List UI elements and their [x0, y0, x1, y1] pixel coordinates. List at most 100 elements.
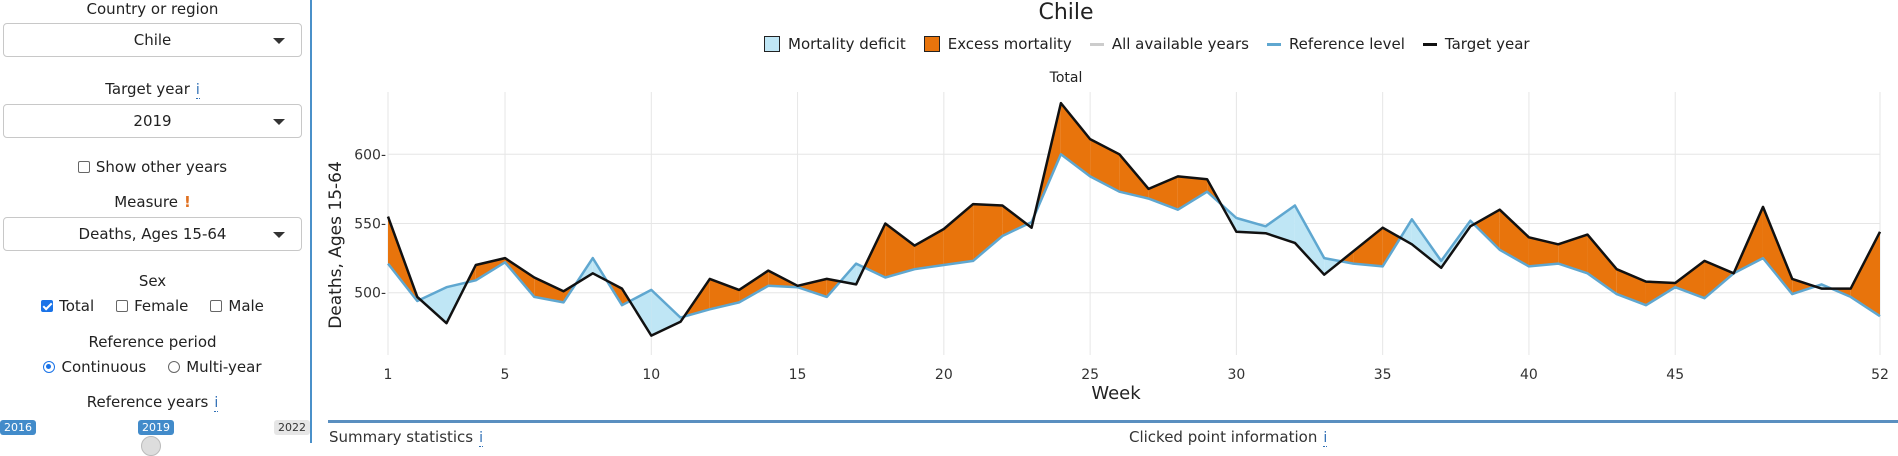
summary-statistics-header: Summary statistics i: [329, 428, 484, 447]
reference-period-options: Continuous Multi-year: [0, 358, 305, 376]
show-other-years-checkbox[interactable]: [77, 161, 90, 173]
country-select[interactable]: Chile: [3, 23, 302, 57]
x-tick-label: 40: [1520, 367, 1538, 383]
country-label: Country or region: [86, 0, 219, 18]
legend-label-all-years: All available years: [1111, 35, 1249, 53]
sex-male-checkbox[interactable]: [210, 300, 223, 312]
info-icon[interactable]: i: [1323, 430, 1328, 447]
legend-item-target[interactable]: Target year: [1422, 35, 1530, 53]
excess-area: [709, 278, 740, 310]
legend-swatch-excess: [923, 36, 940, 52]
x-tick-label: 1: [384, 367, 393, 383]
info-icon[interactable]: i: [214, 395, 219, 412]
legend-label-reference: Reference level: [1288, 35, 1405, 53]
sex-label: Sex: [138, 272, 167, 290]
info-icon[interactable]: i: [479, 430, 484, 447]
sex-female-checkbox[interactable]: [116, 300, 129, 312]
slider-min-label: 2016: [0, 420, 36, 435]
excess-area: [885, 223, 915, 278]
y-tick-label: 550-: [354, 217, 386, 233]
reference-multiyear-radio[interactable]: [168, 361, 181, 373]
chevron-down-icon: [273, 119, 285, 125]
excess-area: [1587, 234, 1617, 295]
measure-label: Measure: [114, 193, 178, 211]
target-year-select-value: 2019: [133, 112, 172, 130]
deficit-area: [629, 289, 652, 336]
clicked-point-label: Clicked point information: [1129, 428, 1318, 446]
measure-select[interactable]: Deaths, Ages 15-64: [3, 217, 302, 251]
excess-area: [1762, 206, 1793, 295]
excess-area: [1002, 205, 1028, 236]
x-tick-label: 52: [1871, 367, 1889, 383]
measure-label-row: Measure!: [0, 193, 305, 211]
legend-item-all-years[interactable]: All available years: [1089, 35, 1249, 53]
reference-years-label-row: Reference years i: [0, 393, 305, 412]
sex-total-label: Total: [59, 297, 95, 315]
excess-area: [1382, 227, 1401, 267]
reference-period-label: Reference period: [88, 333, 217, 351]
excess-area: [943, 204, 974, 266]
excess-area: [1792, 278, 1816, 295]
excess-area: [739, 270, 769, 303]
chart-title: Chile: [1038, 0, 1094, 25]
excess-area: [1850, 231, 1880, 317]
x-tick-label: 15: [789, 367, 807, 383]
reference-multiyear-label: Multi-year: [186, 358, 262, 376]
reference-continuous-radio[interactable]: [43, 361, 56, 373]
warning-icon[interactable]: !: [183, 193, 191, 211]
legend-item-excess[interactable]: Excess mortality: [923, 35, 1072, 53]
excess-area: [1528, 237, 1559, 267]
reference-years-label: Reference years: [86, 393, 209, 411]
area-fills: [388, 103, 1880, 336]
sidebar: Country or region Chile Target year i 201…: [0, 0, 312, 456]
grid-lines: [387, 92, 1881, 355]
legend-label-excess: Excess mortality: [947, 35, 1072, 53]
chevron-down-icon: [273, 232, 285, 238]
legend-item-deficit[interactable]: Mortality deficit: [764, 35, 906, 53]
measure-select-value: Deaths, Ages 15-64: [78, 225, 227, 243]
reference-continuous-label: Continuous: [61, 358, 147, 376]
x-tick-label: 45: [1666, 367, 1684, 383]
legend-label-deficit: Mortality deficit: [788, 35, 906, 53]
target-year-select[interactable]: 2019: [3, 104, 302, 138]
legend-swatch-deficit: [764, 36, 780, 52]
legend-swatch-reference: [1266, 42, 1281, 46]
sex-male-label: Male: [228, 297, 264, 315]
excess-area: [1499, 209, 1529, 267]
y-tick-label: 600-: [354, 147, 386, 163]
sex-female-label: Female: [134, 297, 189, 315]
deficit-area: [420, 287, 447, 324]
excess-area: [1558, 234, 1588, 274]
show-other-years-row: Show other years: [0, 158, 305, 176]
target-year-line[interactable]: [386, 101, 1882, 337]
x-tick-label: 35: [1374, 367, 1392, 383]
panel-title: Total: [1049, 70, 1083, 86]
chevron-down-icon: [273, 38, 285, 44]
excess-area: [1473, 209, 1500, 250]
y-tick-label: 500-: [354, 286, 386, 302]
target-year-label-row: Target year i: [0, 80, 305, 99]
excess-area: [914, 229, 944, 270]
x-tick-label: 10: [642, 367, 660, 383]
deficit-area: [1265, 205, 1295, 243]
chart-legend: Mortality deficit Excess mortality All a…: [764, 34, 1548, 54]
series-lines: [386, 101, 1882, 337]
x-tick-label: 25: [1081, 367, 1099, 383]
target-year-label: Target year: [105, 80, 190, 98]
summary-statistics-label: Summary statistics: [329, 428, 474, 446]
excess-area: [1177, 176, 1208, 210]
legend-item-reference[interactable]: Reference level: [1266, 35, 1405, 53]
excess-area: [973, 204, 1003, 261]
slider-value-label: 2019: [138, 420, 174, 435]
reference-level-line[interactable]: [387, 153, 1881, 319]
excess-area: [1353, 227, 1383, 267]
sex-total-checkbox[interactable]: [41, 300, 54, 312]
excess-area: [1060, 103, 1091, 177]
show-other-years-label: Show other years: [95, 158, 228, 176]
excess-area: [1119, 154, 1149, 199]
country-select-value: Chile: [133, 31, 172, 49]
deficit-area: [1236, 217, 1266, 234]
info-icon[interactable]: i: [195, 82, 200, 99]
